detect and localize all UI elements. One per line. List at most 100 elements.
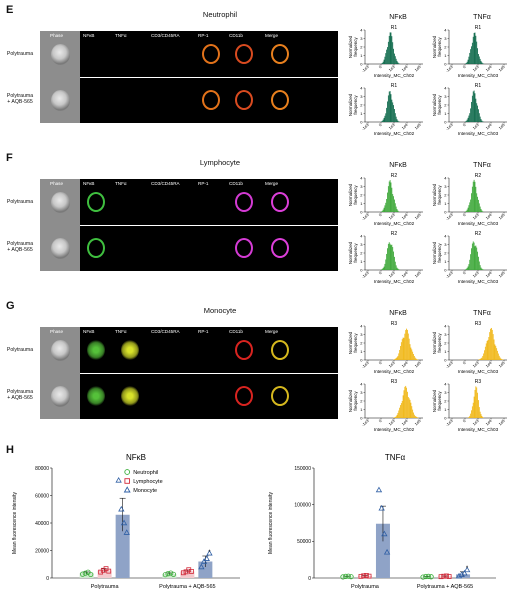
y-tick-label: 1 bbox=[360, 349, 363, 354]
histogram-title: TNFα bbox=[473, 14, 491, 21]
gate-label: R3 bbox=[475, 321, 482, 327]
hist-bar bbox=[389, 32, 391, 64]
data-point bbox=[425, 573, 432, 579]
x-tick-label: 1e5 bbox=[413, 360, 422, 369]
hist-bar bbox=[488, 337, 490, 360]
y-tick-label: 0 bbox=[444, 62, 447, 67]
data-point bbox=[200, 558, 208, 564]
x-tick-label: -1e3 bbox=[445, 270, 455, 280]
hist-bar bbox=[397, 120, 399, 122]
tile-col-2: TNFα bbox=[112, 31, 148, 123]
hist-bar bbox=[482, 355, 484, 360]
hist-bar bbox=[471, 186, 473, 212]
x-tick-label: -1e3 bbox=[361, 122, 371, 132]
hist-bar bbox=[478, 261, 480, 270]
y-tick-label: 3 bbox=[360, 242, 363, 247]
y-tick-label: 3 bbox=[444, 332, 447, 337]
hist-bar bbox=[478, 203, 480, 212]
hist-bar bbox=[383, 266, 385, 270]
tile-col-5: CD11b bbox=[226, 327, 262, 419]
hist-bar bbox=[409, 344, 411, 360]
x-tick-label: 1e4 bbox=[484, 360, 493, 369]
hist-bar bbox=[491, 329, 493, 360]
hist-bar bbox=[387, 95, 389, 122]
hist-bar bbox=[478, 54, 479, 64]
y-label-line: frequency bbox=[437, 185, 442, 205]
hist-bar bbox=[385, 113, 387, 122]
hist-bar bbox=[477, 251, 478, 270]
hist-bar bbox=[470, 49, 472, 64]
histogram-bars bbox=[465, 32, 485, 64]
hist-bar bbox=[480, 414, 482, 418]
histogram-bars bbox=[381, 91, 401, 122]
x-tick-label: 1e3 bbox=[471, 418, 480, 427]
hist-bar bbox=[481, 357, 483, 360]
hist-bar bbox=[475, 35, 477, 64]
tile-col-5: CD11b bbox=[226, 179, 262, 271]
hist-bar bbox=[407, 397, 409, 418]
hist-bar bbox=[481, 268, 483, 270]
legend-label: Neutrophil bbox=[133, 470, 158, 476]
tile-col-1: NFκB bbox=[80, 327, 112, 419]
hist-bar bbox=[397, 355, 399, 360]
gate-label: R3 bbox=[475, 379, 482, 385]
hist-bar bbox=[476, 103, 478, 122]
hist-bar bbox=[394, 113, 396, 122]
phase-cell-image bbox=[51, 90, 70, 111]
y-tick-label: 2 bbox=[444, 193, 447, 198]
y-tick-label: 4 bbox=[360, 28, 363, 33]
hist-bar bbox=[483, 353, 485, 360]
x-tick-label: 1e3 bbox=[387, 64, 396, 73]
hist-bar bbox=[497, 350, 498, 360]
hist-bar bbox=[396, 209, 398, 212]
gate-label: R2 bbox=[475, 231, 482, 237]
hist-bar bbox=[392, 247, 394, 270]
x-axis-label: Intensity_MC_Ch02 bbox=[374, 73, 415, 78]
hist-bar bbox=[410, 402, 412, 418]
data-point bbox=[441, 573, 447, 579]
hist-bar bbox=[468, 264, 470, 270]
hist-bar bbox=[478, 56, 480, 64]
hist-bar bbox=[466, 119, 468, 122]
hist-bar bbox=[394, 358, 396, 360]
data-point bbox=[206, 549, 213, 556]
data-point bbox=[438, 574, 444, 580]
y-label-line: Normalized bbox=[348, 389, 353, 412]
hist-bar bbox=[396, 357, 398, 360]
row-separator bbox=[40, 373, 338, 374]
hist-bar bbox=[470, 199, 472, 212]
hist-bar bbox=[472, 91, 474, 122]
gate-label: R3 bbox=[391, 379, 398, 385]
data-point bbox=[383, 548, 391, 555]
hist-bar bbox=[465, 211, 466, 212]
column-header: TNFα bbox=[115, 329, 127, 334]
x-axis-label: Intensity_MC_Ch02 bbox=[374, 369, 415, 374]
y-tick-label: 0 bbox=[360, 358, 363, 363]
data-point bbox=[423, 573, 429, 580]
y-tick-label: 2 bbox=[360, 341, 363, 346]
row-separator bbox=[40, 77, 338, 78]
hist-bar bbox=[485, 343, 487, 360]
x-tick-label: 1e4 bbox=[400, 360, 409, 369]
hist-bar bbox=[480, 208, 482, 212]
hist-bar bbox=[397, 268, 399, 270]
gate-label: R1 bbox=[391, 25, 398, 31]
panel-title: Lymphocyte bbox=[199, 158, 241, 167]
hist-bar bbox=[468, 205, 470, 212]
hist-bar bbox=[477, 392, 478, 418]
column-header: Phase bbox=[50, 329, 64, 334]
hist-bar bbox=[474, 32, 476, 64]
cell-ring bbox=[271, 44, 289, 64]
data-point bbox=[345, 573, 351, 579]
y-tick-label: 0 bbox=[360, 210, 363, 215]
data-point bbox=[461, 569, 468, 576]
y-label-line: Normalized bbox=[348, 331, 353, 354]
legend-label: Monocyte bbox=[133, 488, 157, 494]
column-header: RP-1 bbox=[198, 33, 209, 38]
row-label: Polytrauma + AQB-565 bbox=[0, 93, 40, 105]
y-label-line: Normalized bbox=[348, 183, 353, 206]
bar bbox=[180, 571, 195, 578]
hist-bar bbox=[405, 330, 407, 360]
